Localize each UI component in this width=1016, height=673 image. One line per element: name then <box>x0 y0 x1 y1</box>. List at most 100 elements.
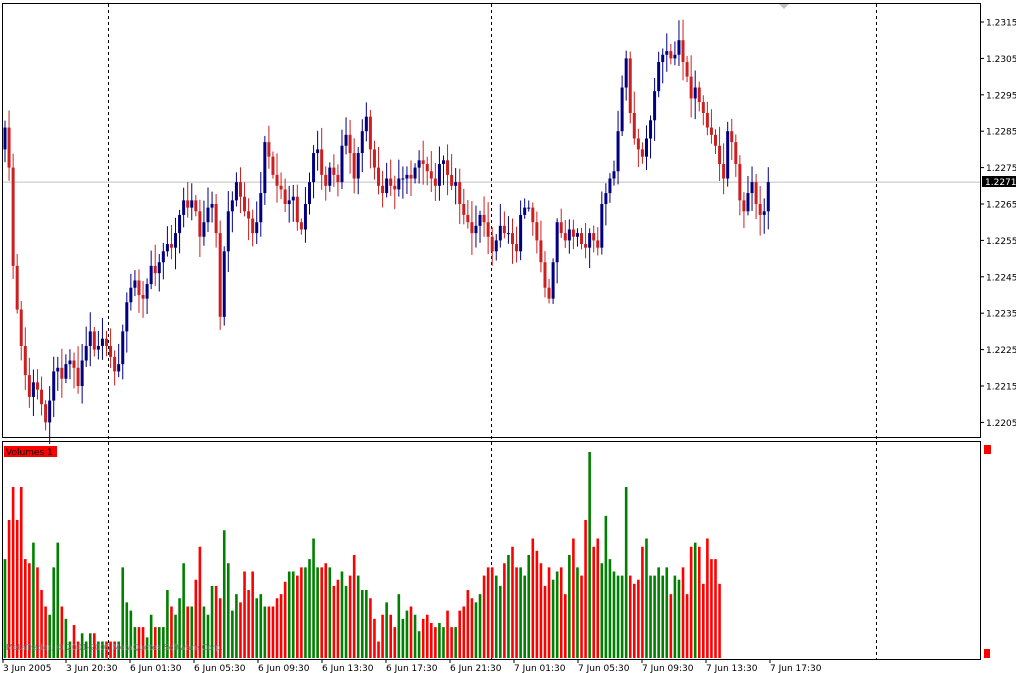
volume-bar <box>324 563 328 658</box>
volume-bar <box>373 618 376 658</box>
candle <box>308 172 311 215</box>
volume-bar <box>596 538 600 658</box>
candle <box>230 191 234 233</box>
candle <box>275 153 279 203</box>
volume-bar <box>653 575 656 658</box>
candle <box>531 202 535 236</box>
volume-bar <box>710 559 713 658</box>
volume-bar <box>360 590 364 658</box>
time-tick-label: 7 Jun 13:30 <box>706 664 758 673</box>
volume-bar <box>287 571 291 658</box>
candle <box>596 227 600 256</box>
candle <box>401 166 405 199</box>
candle <box>498 204 502 248</box>
volume-bar <box>685 594 689 658</box>
volume-bar <box>255 598 259 658</box>
candle <box>125 292 129 353</box>
volume-bar <box>48 614 51 658</box>
volume-bar <box>275 598 279 658</box>
candle <box>165 226 169 257</box>
copyright-watermark: MetaTrader, © 2001-2005 MetaQuotes Softw… <box>6 643 223 652</box>
candle <box>210 191 214 223</box>
volume-bar <box>417 631 421 658</box>
candle <box>271 151 275 179</box>
volume-bar <box>539 563 543 658</box>
candle <box>462 188 466 225</box>
volume-bar <box>714 559 717 658</box>
volume-bar <box>320 567 323 658</box>
candle <box>592 225 596 253</box>
volume-bar <box>523 575 526 658</box>
candle <box>11 153 15 280</box>
volume-bar <box>239 602 242 658</box>
volume-bar <box>24 559 27 658</box>
volume-bar <box>494 575 498 658</box>
candle <box>226 191 230 273</box>
volume-bar <box>235 594 238 658</box>
candle <box>575 228 579 247</box>
volume-bar <box>259 594 263 658</box>
volume-bar <box>555 571 559 658</box>
volume-bar <box>182 563 185 658</box>
volume-bar <box>186 606 189 658</box>
candle <box>730 118 734 161</box>
volume-bar <box>153 627 157 658</box>
candle <box>450 154 454 190</box>
candle <box>267 125 271 169</box>
volume-bar <box>612 571 616 658</box>
candle <box>478 210 482 243</box>
price-tick-label: 1.2315 <box>986 19 1016 29</box>
time-tick-label: 6 Jun 17:30 <box>386 664 438 673</box>
candle <box>238 167 242 214</box>
volume-bar <box>543 585 547 658</box>
candle <box>263 135 267 205</box>
volume-bar <box>84 641 88 658</box>
volume-bar <box>718 583 721 658</box>
volume-bar <box>430 622 433 658</box>
chart-shift-marker[interactable] <box>779 4 789 9</box>
candle <box>474 205 478 248</box>
volume-bar <box>202 606 206 658</box>
candle <box>742 192 746 229</box>
volume-bar <box>369 598 372 658</box>
volume-bar <box>365 590 368 658</box>
candle <box>56 356 60 391</box>
volume-bar <box>645 538 648 658</box>
candle <box>31 369 35 417</box>
volume-bar <box>478 594 482 658</box>
candle <box>669 44 673 65</box>
time-tick-label: 7 Jun 17:30 <box>770 664 822 673</box>
candle <box>320 127 324 190</box>
volume-bar <box>105 641 108 658</box>
candle <box>222 246 226 326</box>
candle <box>109 328 113 368</box>
volume-bar <box>706 538 709 658</box>
candle <box>202 200 206 246</box>
candle <box>547 278 551 304</box>
candle <box>527 200 531 212</box>
volume-bar <box>486 567 490 658</box>
volume-bar <box>36 567 39 658</box>
volume-bar <box>547 567 551 658</box>
volume-bar <box>113 641 116 658</box>
volume-bar <box>665 567 669 658</box>
candle <box>750 166 754 211</box>
volume-bar <box>397 594 401 658</box>
candle <box>100 318 104 360</box>
candle <box>247 198 251 241</box>
price-tick-label: 1.2235 <box>986 310 1016 320</box>
volume-bar <box>316 567 319 658</box>
candle <box>291 184 295 222</box>
candle <box>295 184 299 231</box>
volume-bar <box>434 627 437 658</box>
price-tick-label: 1.2295 <box>986 91 1016 101</box>
volume-bar <box>194 579 198 658</box>
candle <box>482 196 486 237</box>
candle <box>364 102 368 142</box>
volume-bar <box>352 555 356 658</box>
candle <box>214 193 218 248</box>
current-price-label-bg <box>982 176 1016 187</box>
volume-bar <box>600 563 604 658</box>
volume-bar <box>15 519 19 658</box>
